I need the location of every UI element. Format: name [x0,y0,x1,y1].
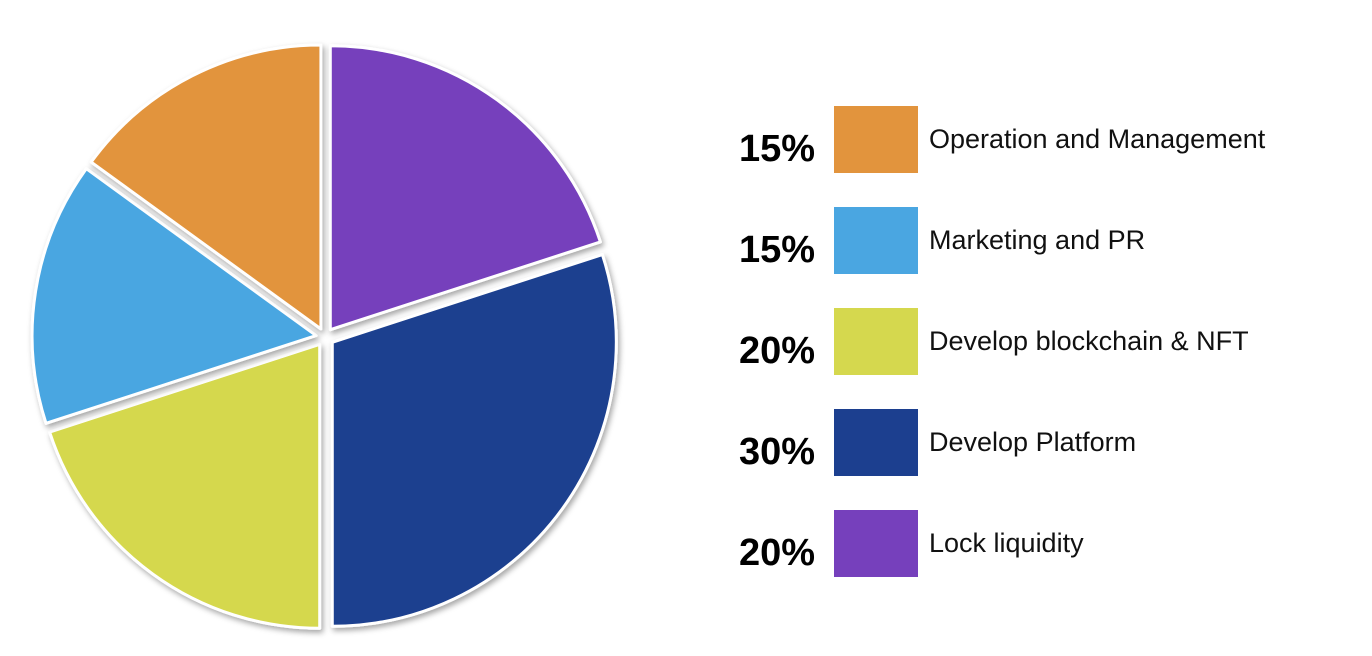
legend-swatch [834,510,918,577]
pie-slice-marketing-and-pr [30,167,318,425]
pie-slices [30,43,618,630]
legend-percent: 15% [738,128,815,170]
legend-item: 20% Develop blockchain & NFT [720,308,1360,409]
legend-percent: 20% [738,532,815,574]
legend-item: 30% Develop Platform [720,409,1360,510]
legend-label: Lock liquidity [929,528,1084,558]
legend-item: 15% Marketing and PR [720,207,1360,308]
legend-percent: 30% [738,431,815,473]
legend: 15% Operation and Management 15% Marketing … [720,106,1360,611]
pie-slice-develop-blockchain-nft [48,342,322,630]
legend-label: Operation and Management [929,124,1266,154]
pie-slice-operation-and-management [89,43,323,331]
legend-label: Marketing and PR [929,225,1146,255]
pie-chart [30,43,618,630]
pie-slice-lock-liquidity [328,44,602,332]
legend-item: 20% Lock liquidity [720,510,1360,611]
legend-swatch [834,409,918,476]
pie-slice-develop-platform [330,253,618,628]
legend-label: Develop Platform [929,427,1137,457]
legend-percent: 20% [738,330,815,372]
legend-percent: 15% [738,229,815,271]
legend-swatch [834,106,918,173]
legend-swatch [834,207,918,274]
legend-label: Develop blockchain & NFT [929,326,1249,356]
legend-item: 15% Operation and Management [720,106,1360,207]
legend-swatch [834,308,918,375]
